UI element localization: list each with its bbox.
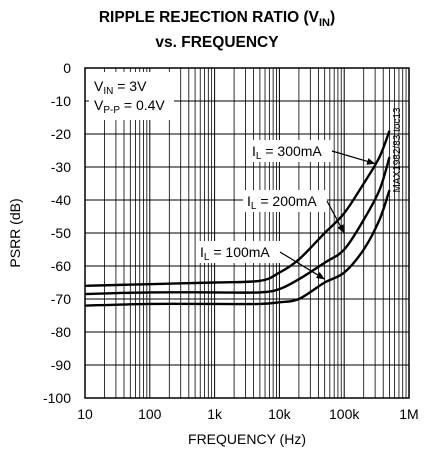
series-label-200ma: IL = 200mA xyxy=(247,193,317,212)
y-tick-label: -40 xyxy=(51,192,71,208)
x-axis-label: FREQUENCY (Hz) xyxy=(188,431,306,447)
y-tick-label: -50 xyxy=(51,225,71,241)
series-line-100mA xyxy=(84,189,391,307)
y-tick-label: 0 xyxy=(63,60,71,76)
y-tick-label: -90 xyxy=(51,357,71,373)
y-tick-label: -30 xyxy=(51,159,71,175)
series-line-300mA xyxy=(84,130,391,287)
condition-box xyxy=(89,72,174,120)
y-axis-label: PSRR (dB) xyxy=(7,198,23,267)
label-bg-100 xyxy=(196,241,280,263)
y-tick-label: -70 xyxy=(51,291,71,307)
label-bg-200 xyxy=(243,190,327,212)
label-bg-300 xyxy=(248,140,332,162)
x-tick-label: 10k xyxy=(268,406,292,422)
series-label-300ma: IL = 300mA xyxy=(252,143,322,162)
y-tick-label: -100 xyxy=(43,390,71,406)
annotation-arrowhead xyxy=(366,158,376,165)
condition-vpp: VP-P = 0.4V xyxy=(94,97,165,116)
x-tick-label: 1M xyxy=(399,406,418,422)
y-tick-label: -10 xyxy=(51,93,71,109)
series-line-200mA xyxy=(84,156,391,296)
x-tick-label: 100 xyxy=(138,406,162,422)
series-layer xyxy=(84,130,391,307)
y-tick-label: -60 xyxy=(51,258,71,274)
plot-frame xyxy=(84,67,410,399)
annotation-arrow-100mA xyxy=(279,251,326,280)
series-label-100ma: IL = 100mA xyxy=(200,244,270,263)
x-tick-label: 100k xyxy=(329,406,360,422)
y-tick-label: -80 xyxy=(51,324,71,340)
annotation-arrowhead xyxy=(337,224,345,233)
figure-code: MAX1982/83 toc13 xyxy=(392,107,403,192)
annotation-arrowhead xyxy=(316,272,325,280)
chart-title-line2: vs. FREQUENCY xyxy=(155,34,279,51)
x-tick-label: 1k xyxy=(207,406,223,422)
y-tick-label: -20 xyxy=(51,126,71,142)
tick-labels: 10 100 1k 10k 100k 1M 0 -10 -20 -30 -40 -50 -60 -70 -8… xyxy=(43,60,419,422)
x-tick-label: 10 xyxy=(77,406,93,422)
chart-title-line1: RIPPLE REJECTION RATIO (VIN) xyxy=(99,9,335,29)
arrow-layer xyxy=(279,150,376,280)
condition-vin: VIN = 3V xyxy=(94,78,147,97)
